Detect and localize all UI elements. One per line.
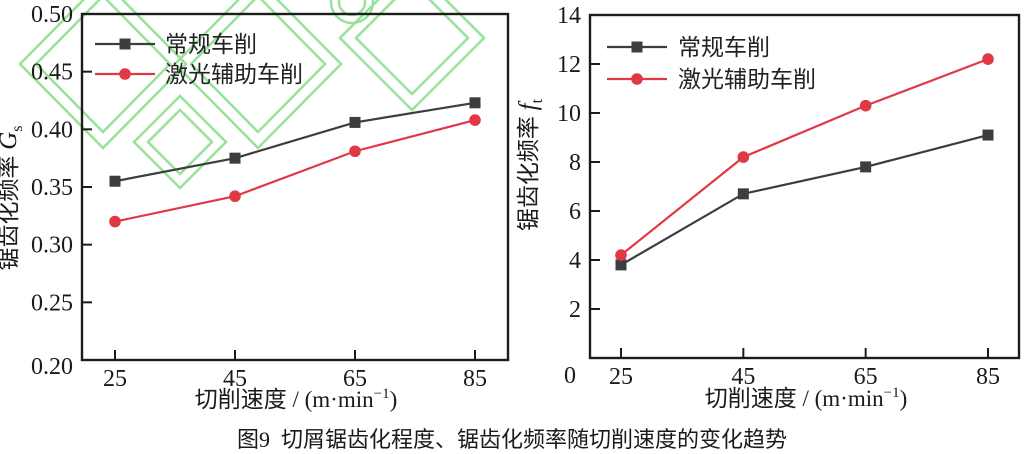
data-point-square <box>349 116 361 128</box>
data-point-circle <box>615 249 627 261</box>
watermark-circle <box>337 0 367 17</box>
series-line <box>620 58 989 256</box>
y-tick-label: 0.40 <box>31 117 73 143</box>
legend-item: 常规车削 <box>607 35 770 60</box>
data-point-circle <box>349 145 361 158</box>
y-tick-label: 0 <box>564 363 576 389</box>
x-axis-label: 切削速度 / (m·min−1) <box>705 385 908 411</box>
data-point-square <box>982 129 994 141</box>
legend-item: 常规车削 <box>95 32 257 57</box>
x-tick-label: 25 <box>609 364 633 390</box>
data-point-square <box>469 97 481 109</box>
series-line <box>114 119 476 223</box>
watermark-diamond <box>189 0 327 134</box>
x-tick-label: 65 <box>854 364 878 390</box>
x-tick-label: 45 <box>223 366 247 392</box>
left-chart: 0.50 0.45 0.40 0.35 0.30 0.25 0.20 25 45 65 85 常规车削… <box>0 2 510 412</box>
y-tick-label: 0.45 <box>31 60 73 86</box>
y-tick-label: 8 <box>569 150 581 176</box>
watermark-diamond <box>34 0 172 134</box>
legend-label: 激光辅助车削 <box>165 62 303 87</box>
series-line <box>620 133 989 266</box>
data-point-circle <box>982 53 994 65</box>
y-tick-label: 12 <box>557 52 581 78</box>
y-tick-label: 0.25 <box>31 290 73 316</box>
data-point-circle <box>859 99 872 112</box>
x-tick-label: 85 <box>463 366 487 392</box>
legend-square-marker <box>631 41 643 53</box>
y-tick-label: 10 <box>557 101 581 127</box>
x-axis-label: 切削速度 / (m·min−1) <box>195 386 398 412</box>
x-tick-label: 65 <box>343 366 367 392</box>
watermark-circle <box>329 0 375 25</box>
data-point-circle <box>469 114 481 126</box>
y-tick-label: 14 <box>557 3 581 29</box>
legend-label: 常规车削 <box>678 35 770 60</box>
y-tick-label: 6 <box>569 199 581 225</box>
charts-svg: 0.50 0.45 0.40 0.35 0.30 0.25 0.20 25 45 65 85 常规车削… <box>0 0 1021 412</box>
legend-square-marker <box>119 38 131 50</box>
y-tick-label: 2 <box>569 297 581 323</box>
plot-frame <box>588 13 1021 360</box>
y-axis-label: 锯齿化频率 Gs <box>0 125 26 270</box>
y-tick-label: 0.50 <box>31 2 73 28</box>
watermark-diamond <box>146 108 214 176</box>
series-line <box>114 101 476 183</box>
data-point-square <box>737 188 749 200</box>
x-tick-label: 25 <box>103 366 127 392</box>
data-point-square <box>109 175 121 187</box>
data-point-square <box>229 152 241 164</box>
x-tick-label: 85 <box>976 364 1000 390</box>
data-point-square <box>615 259 627 271</box>
data-point-circle <box>737 151 750 163</box>
figure-caption: 图9 切屑锯齿化程度、锯齿化频率随切削速度的变化趋势 <box>236 427 787 452</box>
data-point-circle <box>109 215 121 228</box>
legend-label: 激光辅助车削 <box>678 67 816 92</box>
y-axis-label: 锯齿化频率 ft <box>515 98 546 231</box>
watermark-diamond <box>354 0 470 96</box>
legend-circle-marker <box>119 68 131 80</box>
legend-item: 激光辅助车削 <box>95 62 303 87</box>
y-tick-label: 0.20 <box>31 354 73 380</box>
watermark-diamond <box>173 0 343 150</box>
legend-circle-marker <box>631 73 643 85</box>
watermark <box>18 0 486 190</box>
watermark-diamond <box>18 0 188 150</box>
data-point-square <box>860 161 872 173</box>
watermark-diamond <box>132 94 228 190</box>
x-tick-label: 45 <box>731 364 755 390</box>
data-point-circle <box>229 190 241 203</box>
legend-item: 激光辅助车削 <box>607 67 816 92</box>
y-tick-label: 0.30 <box>31 233 73 259</box>
legend-label: 常规车削 <box>165 32 257 57</box>
y-tick-label: 4 <box>569 248 581 274</box>
y-tick-label: 0.35 <box>31 175 73 201</box>
